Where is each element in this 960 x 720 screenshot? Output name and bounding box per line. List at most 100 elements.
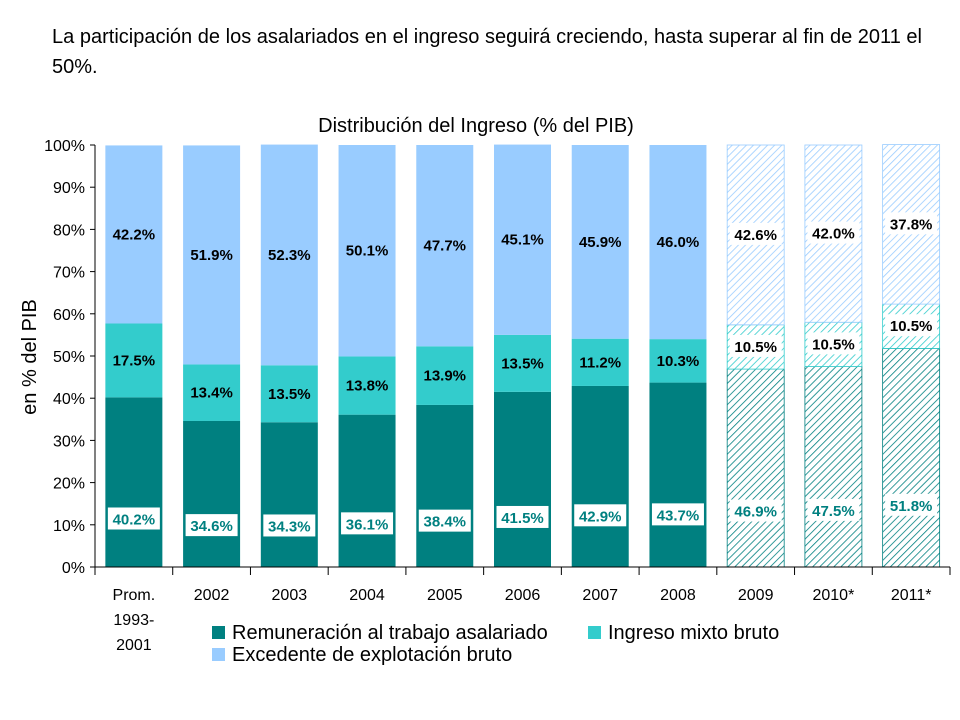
data-label: 42.2% xyxy=(113,226,156,243)
data-label: 13.4% xyxy=(190,385,233,402)
x-tick-label: 2005 xyxy=(427,587,463,604)
bar-segment xyxy=(494,391,551,567)
legend-label: Ingreso mixto bruto xyxy=(608,622,779,644)
bar-segment xyxy=(260,365,318,423)
legend-swatch xyxy=(212,626,225,639)
data-label-box xyxy=(807,498,860,521)
data-label: 34.6% xyxy=(190,518,233,535)
data-label: 41.5% xyxy=(501,510,544,527)
data-label: 13.5% xyxy=(501,355,544,372)
bar-segment xyxy=(649,339,707,383)
data-label: 10.5% xyxy=(812,336,855,353)
x-tick-label: 2008 xyxy=(660,587,696,604)
x-tick-label: 2002 xyxy=(194,587,230,604)
data-label: 42.6% xyxy=(734,227,777,244)
data-label-box xyxy=(885,493,938,516)
data-label: 13.8% xyxy=(346,378,389,395)
bar-segment xyxy=(183,145,241,365)
x-tick-label: Prom. xyxy=(113,587,156,604)
y-tick-label: 30% xyxy=(53,433,85,450)
y-axis-label: en % del PIB xyxy=(19,299,41,415)
data-label: 11.2% xyxy=(579,354,621,371)
data-label-box xyxy=(807,221,860,244)
data-label: 47.5% xyxy=(812,503,855,520)
bar-segment xyxy=(571,145,629,339)
bar-segment xyxy=(338,414,396,567)
y-tick-label: 60% xyxy=(53,307,85,324)
data-label-box xyxy=(885,212,938,235)
data-label-box xyxy=(341,512,394,535)
data-label: 13.9% xyxy=(423,368,466,385)
data-label: 13.5% xyxy=(268,386,311,403)
legend-label: Excedente de explotación bruto xyxy=(232,644,512,666)
data-label: 42.9% xyxy=(579,508,622,525)
bar-segment xyxy=(260,422,318,567)
bar-segment xyxy=(338,356,396,415)
y-tick-label: 90% xyxy=(53,180,85,197)
data-label-box xyxy=(496,505,549,528)
bar-segment xyxy=(494,334,551,392)
data-label-box xyxy=(729,334,782,357)
x-tick-label: 2003 xyxy=(272,587,308,604)
data-label: 40.2% xyxy=(113,511,156,528)
bar-segment xyxy=(571,385,629,567)
y-tick-label: 70% xyxy=(53,265,85,282)
data-label: 51.8% xyxy=(890,498,933,515)
bar-segment xyxy=(105,323,163,398)
x-tick-label: 2011* xyxy=(891,587,932,604)
data-label: 47.7% xyxy=(423,238,466,255)
data-label-box xyxy=(107,507,160,530)
x-tick-label: 2004 xyxy=(349,587,385,604)
bar-segment xyxy=(571,338,629,386)
data-label: 38.4% xyxy=(423,514,466,531)
x-tick-label: 2010* xyxy=(812,587,854,604)
data-label-box xyxy=(729,499,782,522)
legend-swatch xyxy=(212,648,225,661)
data-label-box xyxy=(729,222,782,245)
x-tick-label: 2007 xyxy=(582,587,618,604)
y-tick-label: 50% xyxy=(53,349,85,366)
data-label-box xyxy=(185,514,238,537)
bar-segment xyxy=(416,145,474,347)
bar-segment xyxy=(183,364,241,421)
data-label: 43.7% xyxy=(657,507,700,524)
x-tick-label: 1993- xyxy=(113,612,154,629)
chart-title: Distribución del Ingreso (% del PIB) xyxy=(318,115,634,137)
data-label: 34.3% xyxy=(268,518,311,535)
data-label-box xyxy=(651,503,704,526)
x-tick-label: 2001 xyxy=(116,637,152,654)
y-tick-label: 40% xyxy=(53,391,85,408)
data-label: 42.0% xyxy=(812,226,855,243)
bar-segment xyxy=(105,145,163,324)
data-label-box xyxy=(263,514,316,537)
data-label: 46.0% xyxy=(657,234,700,251)
data-label: 46.9% xyxy=(734,504,777,521)
bar-segment xyxy=(338,145,396,357)
bar-segment xyxy=(260,144,318,366)
y-tick-label: 0% xyxy=(62,560,85,577)
bar-segment xyxy=(882,348,941,568)
data-label: 10.5% xyxy=(890,318,933,335)
y-tick-label: 100% xyxy=(44,138,85,155)
bar-segment xyxy=(416,346,474,405)
bar-segment xyxy=(649,382,707,567)
data-label: 10.5% xyxy=(734,339,777,356)
bar-segment xyxy=(416,404,474,567)
data-label: 37.8% xyxy=(890,216,933,233)
data-label: 17.5% xyxy=(113,352,156,369)
data-label: 50.1% xyxy=(346,243,389,260)
bar-segment xyxy=(804,366,863,568)
data-label: 52.3% xyxy=(268,247,311,264)
data-label: 51.9% xyxy=(190,247,233,264)
data-label: 45.1% xyxy=(501,232,544,249)
x-tick-label: 2006 xyxy=(505,587,541,604)
data-label: 45.9% xyxy=(579,234,622,251)
legend-swatch xyxy=(588,626,601,639)
bar-segment xyxy=(649,145,707,340)
data-label: 10.3% xyxy=(657,353,700,370)
data-label: 36.1% xyxy=(346,516,389,533)
bar-segment xyxy=(183,420,241,567)
headline: La participación de los asalariados en e… xyxy=(52,26,922,78)
legend-label: Remuneración al trabajo asalariado xyxy=(232,622,548,644)
